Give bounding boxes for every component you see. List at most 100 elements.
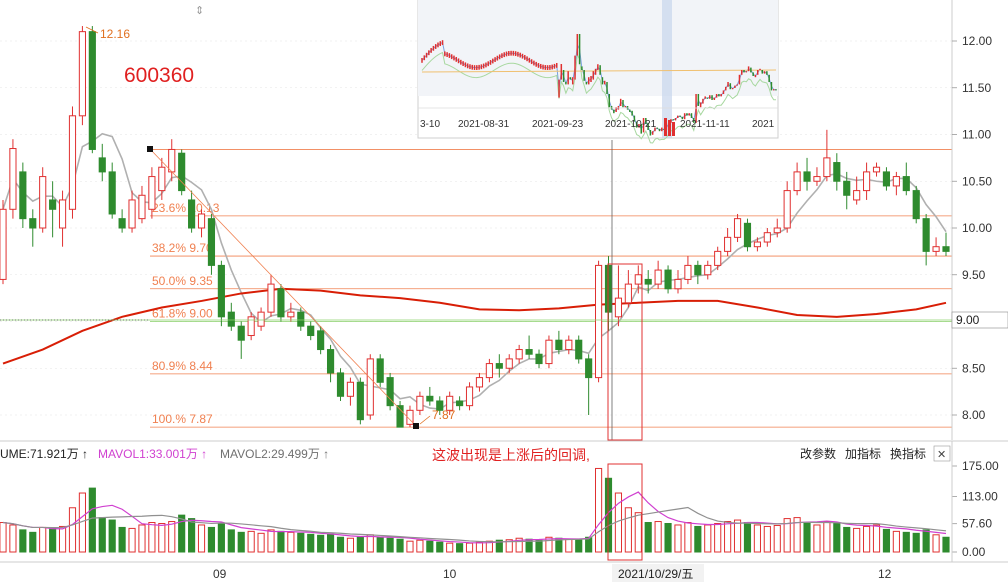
- volume-bar: [356, 536, 364, 553]
- overview-candle: [635, 121, 638, 128]
- volume-tick-label: 0.00: [962, 545, 986, 559]
- overview-candle: [704, 96, 706, 99]
- candle-body: [138, 194, 146, 220]
- overview-candle: [549, 65, 551, 70]
- overview-candle: [686, 113, 688, 116]
- edit-params-button[interactable]: 改参数: [800, 446, 836, 461]
- volume-bar: [297, 532, 305, 553]
- overview-chart[interactable]: 3-10 2021-08-31 2021-09-23 2021-10-21 2021-1…: [417, 0, 779, 144]
- overview-candle: [517, 51, 519, 57]
- overview-candle: [460, 59, 462, 65]
- overview-candle: [731, 88, 734, 90]
- candle-body: [654, 269, 662, 285]
- volume-bar: [287, 531, 295, 553]
- volume-bar: [743, 522, 752, 553]
- price-tick-label: 10.00: [962, 221, 992, 235]
- candle-body: [783, 190, 791, 229]
- overview-candle: [661, 127, 663, 132]
- overview-candle: [512, 50, 515, 56]
- candle-body: [475, 377, 484, 388]
- volume-bar: [317, 534, 325, 553]
- candle-body: [227, 311, 235, 327]
- volume-bar: [446, 542, 454, 553]
- candle-body: [287, 311, 295, 318]
- crosshair-price-label: 9.00: [956, 313, 980, 327]
- candle-body: [148, 176, 156, 210]
- drag-handle-icon[interactable]: ⇕: [195, 5, 204, 17]
- close-panel-box[interactable]: [933, 445, 951, 462]
- overview-candle: [709, 95, 711, 99]
- volume-bar: [863, 525, 871, 553]
- low-price-label: 7.87: [432, 408, 456, 422]
- volume-bar: [535, 539, 543, 553]
- overview-candle: [711, 95, 713, 100]
- volume-bar: [49, 527, 57, 553]
- candle-body: [624, 283, 632, 304]
- candle-body: [545, 339, 553, 365]
- overview-candle: [565, 82, 567, 85]
- candle-body: [733, 218, 742, 238]
- candle-body: [58, 199, 67, 229]
- candle-body: [485, 363, 493, 379]
- change-indicator-button[interactable]: 换指标: [890, 446, 926, 461]
- overview-candle: [569, 77, 572, 80]
- overview-candle: [537, 63, 540, 68]
- overview-candle: [444, 51, 446, 57]
- overview-candle: [457, 58, 460, 64]
- volume-bar: [376, 536, 384, 553]
- volume-bar: [207, 526, 216, 553]
- fib-anchor-bottom[interactable]: [413, 423, 419, 429]
- overview-candle: [745, 71, 748, 73]
- overview-candle: [425, 52, 428, 58]
- overview-candle: [640, 124, 643, 134]
- overview-candle: [576, 34, 579, 56]
- candle-body: [396, 405, 404, 428]
- price-tick-label: 12.00: [962, 34, 992, 48]
- add-indicator-button[interactable]: 加指标: [845, 446, 881, 461]
- volume-bar: [336, 536, 345, 553]
- candle-body: [39, 176, 47, 229]
- volume-bar: [168, 521, 176, 553]
- candle-body: [277, 288, 285, 318]
- volume-bar: [714, 522, 722, 553]
- overview-candle: [761, 70, 764, 74]
- overview-candle: [455, 56, 458, 62]
- volume-bar: [495, 539, 503, 553]
- overview-candle: [601, 77, 604, 85]
- crosshair-date-box: [612, 564, 704, 582]
- overview-candle: [619, 98, 622, 106]
- volume-bar: [436, 541, 444, 553]
- volume-bar: [475, 541, 484, 553]
- candle-body: [684, 264, 692, 280]
- candle-body: [118, 218, 126, 229]
- candle-body: [922, 218, 930, 252]
- overview-candle: [423, 55, 426, 61]
- overview-candle: [437, 42, 439, 48]
- volume-tick-label: 175.00: [962, 459, 999, 473]
- candle-body: [823, 157, 831, 178]
- close-icon[interactable]: ✕: [937, 449, 946, 461]
- overview-candle: [766, 71, 768, 75]
- overview-candle: [574, 55, 576, 80]
- volume-bar: [733, 519, 742, 553]
- candle-body: [9, 148, 17, 210]
- candle-body: [416, 395, 424, 411]
- candle-body: [168, 148, 176, 173]
- price-tick-label: 11.00: [962, 128, 991, 142]
- candle-body: [555, 339, 563, 351]
- overview-candle: [551, 64, 553, 70]
- overview-candle: [679, 115, 681, 117]
- overview-candle: [624, 106, 627, 108]
- overview-candle: [524, 55, 526, 60]
- overview-candle: [759, 68, 761, 70]
- candle-body: [386, 377, 394, 407]
- overview-candle: [587, 77, 590, 85]
- fib-anchor-top[interactable]: [147, 146, 153, 152]
- candle-body: [843, 180, 851, 196]
- overview-candle: [752, 72, 754, 76]
- overview-date-label: 2021-11-11: [680, 119, 730, 130]
- fib-trend-line: [149, 148, 417, 427]
- candle-body: [882, 171, 891, 187]
- crosshair-date-label: 2021/10/29/五: [618, 567, 693, 581]
